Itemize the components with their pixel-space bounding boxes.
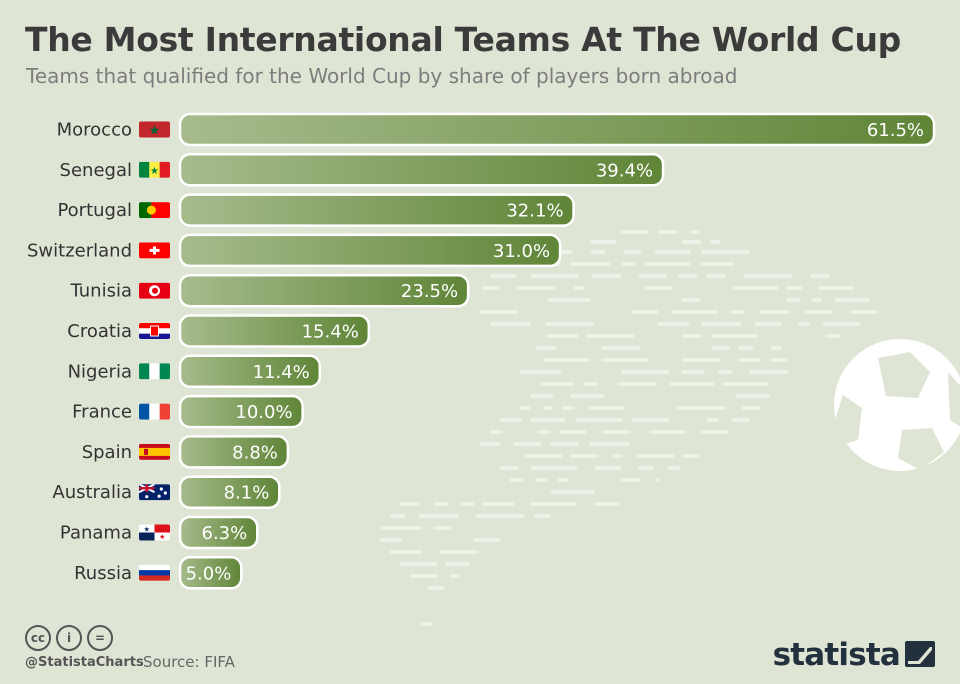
category-label: Switzerland [27, 240, 132, 261]
license-icons: cc i = [25, 625, 118, 651]
nigeria-flag-icon [139, 363, 170, 380]
twitter-handle: @StatistaCharts [25, 655, 144, 670]
category-label: Nigeria [68, 361, 132, 382]
category-label: Senegal [60, 160, 132, 181]
value-label: 8.1% [224, 483, 270, 504]
statista-logo-icon[interactable] [905, 641, 935, 667]
value-label: 5.0% [186, 563, 232, 584]
australia-flag-icon [139, 484, 170, 501]
category-label: Tunisia [70, 281, 133, 302]
category-label: Russia [74, 563, 132, 584]
switzerland-flag-icon [139, 242, 170, 259]
value-label: 32.1% [506, 201, 563, 222]
bar-nigeria [178, 354, 322, 389]
value-label: 61.5% [867, 120, 924, 141]
france-flag-icon [139, 403, 170, 420]
spain-flag-icon [139, 443, 170, 460]
creative-commons-icon: cc [25, 625, 51, 651]
chart-subtitle: Teams that qualified for the World Cup b… [26, 64, 738, 88]
tunisia-flag-icon [139, 282, 170, 299]
no-derivatives-icon: = [87, 625, 113, 651]
category-label: Portugal [57, 200, 132, 221]
attribution-icon: i [56, 625, 82, 651]
category-label: Panama [60, 523, 132, 544]
bar-tunisia [178, 273, 470, 308]
value-label: 39.4% [596, 160, 653, 181]
svg-text:★: ★ [144, 526, 150, 534]
morocco-flag-icon: ★ [139, 121, 170, 138]
bar-france [178, 394, 304, 429]
bar-morocco [178, 112, 936, 147]
senegal-flag-icon: ★ [139, 161, 170, 178]
svg-text:★: ★ [159, 533, 165, 541]
russia-flag-icon [139, 564, 170, 581]
bar-panama [178, 515, 259, 550]
value-label: 11.4% [253, 362, 310, 383]
value-label: 15.4% [302, 322, 359, 343]
svg-text:★: ★ [149, 123, 161, 138]
category-label: Australia [52, 482, 132, 503]
bar-spain [178, 435, 290, 469]
bar-russia [178, 556, 243, 590]
bar-croatia [178, 314, 371, 348]
bar-australia [178, 475, 281, 509]
category-label: France [72, 402, 132, 423]
football-icon [834, 339, 960, 471]
croatia-flag-icon [139, 323, 170, 339]
value-label: 10.0% [235, 402, 292, 423]
value-label: 8.8% [232, 442, 278, 463]
panama-flag-icon: ★★ [139, 524, 170, 541]
source-note: Source: FIFA [143, 653, 235, 671]
value-label: 23.5% [401, 281, 458, 302]
bar-switzerland [178, 233, 562, 268]
category-label: Spain [82, 442, 132, 463]
chart-title: The Most International Teams At The Worl… [25, 20, 901, 59]
bar-senegal [178, 153, 665, 187]
category-label: Croatia [67, 321, 132, 342]
value-label: 31.0% [493, 241, 550, 262]
svg-text:★: ★ [150, 166, 159, 177]
statista-logo-text[interactable]: statista [772, 637, 901, 673]
category-label: Morocco [57, 120, 132, 141]
bar-portugal [178, 193, 575, 227]
portugal-flag-icon [139, 202, 170, 219]
value-label: 6.3% [202, 523, 248, 544]
